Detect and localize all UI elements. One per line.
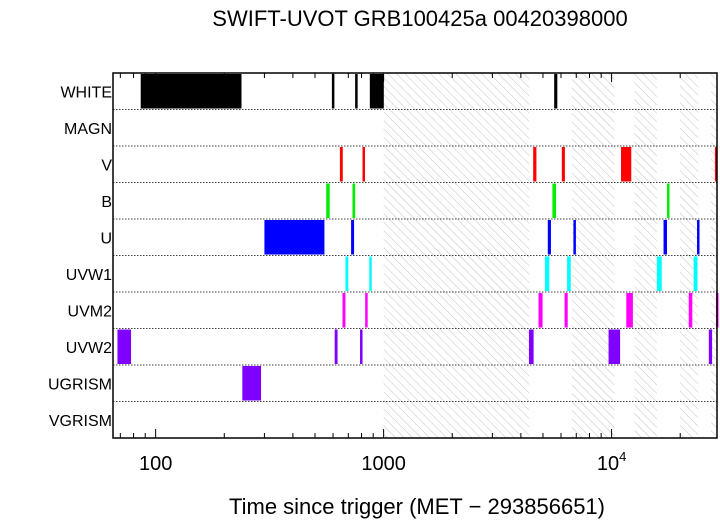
gap-2 (634, 73, 657, 438)
exposure-v-1 (362, 147, 366, 182)
exposure-u-1 (351, 220, 355, 255)
exposure-u-4 (663, 220, 667, 255)
exposure-uvw1-5 (693, 256, 698, 291)
x-axis-label: Time since trigger (MET − 293856651) (229, 494, 605, 519)
exposure-u-2 (547, 220, 551, 255)
chart-title: SWIFT-UVOT GRB100425a 00420398000 (212, 6, 627, 31)
exposure-uvw1-0 (345, 256, 349, 291)
x-tick-label: 1000 (361, 453, 406, 475)
filter-label-ugrism: UGRISM (48, 376, 112, 393)
exposure-v-2 (533, 147, 537, 182)
exposure-b-0 (326, 183, 330, 218)
plot-frame (112, 72, 718, 439)
exposure-uvm2-0 (342, 293, 346, 328)
filter-label-b: B (101, 194, 112, 211)
exposure-uvw1-4 (656, 256, 662, 291)
exposure-v-5 (714, 147, 718, 182)
exposure-u-3 (573, 220, 576, 255)
filter-label-magn: MAGN (64, 121, 112, 138)
exposure-uvw2-3 (528, 329, 534, 364)
exposure-uvw2-1 (334, 329, 338, 364)
filter-label-uvm2: UVM2 (68, 303, 113, 320)
data-gaps (383, 73, 717, 438)
x-tick-label: 100 (139, 453, 172, 475)
exposure-b-1 (352, 183, 356, 218)
exposure-white-0 (140, 74, 242, 109)
exposure-uvm2-1 (365, 293, 368, 328)
exposure-b-3 (666, 183, 670, 218)
filter-label-uvw2: UVW2 (66, 340, 112, 357)
x-tick-label: 104 (597, 449, 626, 475)
exposure-uvw1-1 (369, 256, 372, 291)
filter-label-v: V (101, 157, 112, 174)
exposure-uvm2-5 (688, 293, 693, 328)
exposure-u-0 (264, 220, 325, 255)
exposure-uvm2-3 (564, 293, 568, 328)
x-axis-ticks: 100 1000 104 (119, 73, 681, 475)
exposure-uvw2-0 (117, 329, 132, 364)
filter-label-vgrism: VGRISM (49, 413, 112, 430)
filter-label-uvw1: UVW1 (66, 267, 112, 284)
exposure-uvw2-5 (708, 329, 713, 364)
exposure-white-3 (369, 74, 384, 109)
exposure-white-1 (331, 74, 335, 109)
filter-label-u: U (100, 230, 112, 247)
exposure-ugrism-0 (242, 366, 262, 401)
exposure-uvm2-2 (538, 293, 543, 328)
exposure-uvw1-3 (567, 256, 571, 291)
filter-labels: WHITE MAGN V B U UVW1 UVM2 UVW2 UGRISM VGRISM (48, 84, 112, 430)
exposure-bars (117, 74, 719, 401)
exposure-v-4 (621, 147, 632, 182)
exposure-white-2 (355, 74, 358, 109)
exposure-v-0 (339, 147, 343, 182)
filter-label-white: WHITE (60, 84, 112, 101)
exposure-u-5 (697, 220, 700, 255)
exposure-b-2 (552, 183, 557, 218)
exposure-uvm2-4 (626, 293, 633, 328)
exposure-uvw2-4 (608, 329, 621, 364)
exposure-white-4 (554, 74, 558, 109)
exposure-uvw2-2 (360, 329, 363, 364)
exposure-uvw1-2 (544, 256, 550, 291)
gap-3 (679, 73, 699, 438)
exposure-v-3 (561, 147, 565, 182)
